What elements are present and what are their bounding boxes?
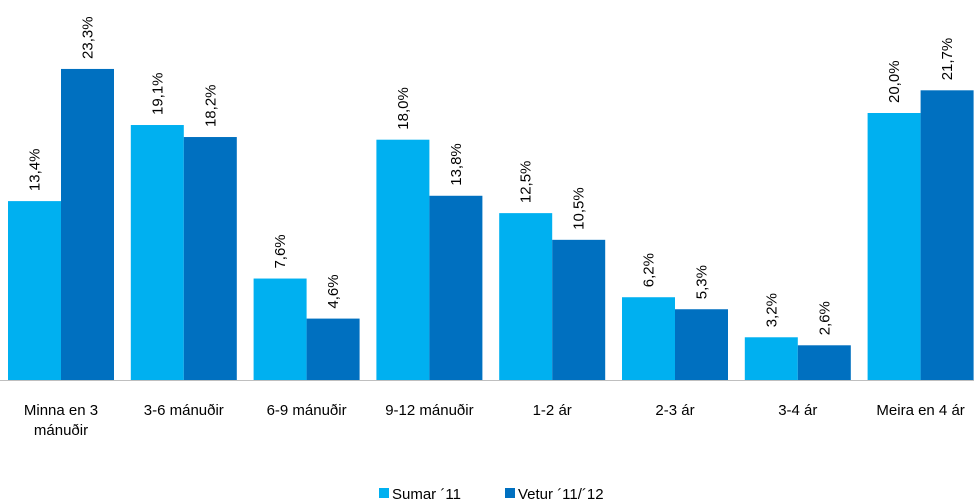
category-label: 6-9 mánuðir bbox=[267, 402, 347, 419]
value-label: 7,6% bbox=[272, 234, 289, 268]
category-label: Meira en 4 ár bbox=[876, 402, 964, 419]
bar-vetur-2 bbox=[306, 318, 360, 380]
bar-sumar-0 bbox=[8, 201, 61, 380]
value-label: 4,6% bbox=[325, 274, 342, 308]
legend-swatch bbox=[505, 488, 515, 498]
bar-vetur-6 bbox=[797, 345, 851, 380]
category-label: 3-4 ár bbox=[778, 402, 817, 419]
value-label: 5,3% bbox=[694, 265, 711, 299]
bar-vetur-4 bbox=[552, 239, 606, 380]
value-label: 3,2% bbox=[763, 293, 780, 327]
bar-vetur-1 bbox=[183, 137, 237, 380]
category-label: Minna en 3 bbox=[24, 402, 98, 419]
category-label: 1-2 ár bbox=[533, 402, 572, 419]
legend: Sumar ´11 Vetur ´11/´12 bbox=[379, 486, 604, 503]
value-label: 21,7% bbox=[939, 38, 956, 81]
bars-group bbox=[8, 68, 974, 381]
value-label: 19,1% bbox=[149, 72, 166, 115]
bar-vetur-7 bbox=[920, 90, 974, 381]
value-label: 6,2% bbox=[641, 253, 658, 287]
value-label: 2,6% bbox=[816, 301, 833, 335]
value-label: 18,0% bbox=[395, 87, 412, 130]
category-labels-group: Minna en 3 mánuðir 3-6 mánuðir 6-9 mánuðir 9… bbox=[24, 402, 965, 439]
value-label: 13,4% bbox=[27, 149, 44, 192]
category-label: mánuðir bbox=[34, 422, 88, 439]
bar-sumar-2 bbox=[253, 278, 307, 380]
category-label: 2-3 ár bbox=[655, 402, 694, 419]
value-label: 10,5% bbox=[571, 187, 588, 230]
value-label: 23,3% bbox=[80, 16, 97, 59]
bar-sumar-4 bbox=[499, 213, 553, 380]
bar-sumar-6 bbox=[744, 337, 798, 380]
value-label: 20,0% bbox=[886, 60, 903, 103]
bar-sumar-1 bbox=[130, 125, 184, 380]
bar-sumar-5 bbox=[622, 297, 675, 380]
bar-sumar-7 bbox=[867, 113, 921, 380]
legend-label: Sumar ´11 bbox=[392, 486, 461, 503]
bar-vetur-0 bbox=[61, 68, 114, 380]
legend-swatch bbox=[379, 488, 389, 498]
value-label: 13,8% bbox=[448, 143, 465, 186]
bar-vetur-3 bbox=[429, 195, 483, 380]
category-label: 9-12 mánuðir bbox=[385, 402, 473, 419]
bar-vetur-5 bbox=[675, 309, 728, 380]
value-labels-group: 13,4% 23,3% 19,1% 18,2% 7,6% 4,6% 18,0% 13,8% 12… bbox=[27, 16, 957, 335]
value-label: 18,2% bbox=[202, 84, 219, 127]
bar-sumar-3 bbox=[376, 139, 430, 380]
legend-label: Vetur ´11/´12 bbox=[518, 486, 604, 503]
value-label: 12,5% bbox=[518, 161, 535, 204]
category-label: 3-6 mánuðir bbox=[144, 402, 224, 419]
